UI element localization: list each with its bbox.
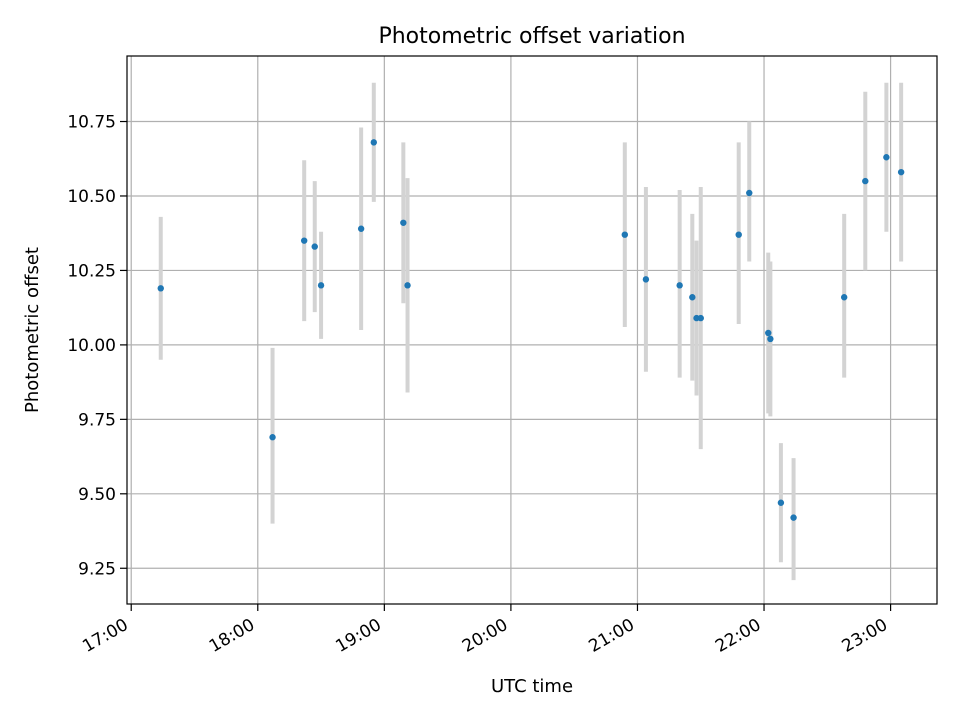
data-point	[862, 177, 869, 185]
data-point	[767, 335, 774, 343]
data-point	[777, 499, 785, 506]
data-point	[404, 282, 411, 289]
x-tick-label: 19:00	[332, 615, 384, 657]
x-tick-label: 21:00	[586, 615, 638, 657]
data-point	[697, 314, 704, 322]
y-tick-label: 9.25	[78, 559, 116, 579]
data-point	[157, 285, 164, 292]
data-point	[746, 189, 753, 197]
data-point	[840, 294, 848, 301]
data-points	[157, 139, 905, 521]
x-tick-label: 22:00	[712, 615, 764, 657]
data-point	[317, 282, 325, 289]
error-bars	[158, 82, 904, 581]
y-tick-label: 9.50	[78, 485, 116, 505]
y-tick-label: 10.25	[67, 261, 116, 281]
data-point	[735, 231, 742, 238]
data-point	[642, 276, 650, 283]
chart-title: Photometric offset variation	[378, 24, 685, 49]
y-axis-ticks: 9.25 9.50 9.75 10.00 10.25 10.50 10.75	[67, 113, 127, 579]
data-point	[765, 329, 772, 337]
plot-frame	[126, 55, 938, 605]
y-tick-label: 10.50	[67, 187, 116, 207]
x-tick-label: 23:00	[839, 615, 891, 657]
x-axis-label: UTC time	[491, 676, 573, 697]
data-point	[621, 231, 629, 238]
y-axis-label: Photometric offset	[22, 247, 43, 413]
data-point	[897, 168, 905, 176]
grid-lines	[127, 56, 937, 604]
x-axis-ticks: 17:00 18:00 19:00 20:00 21:00 22:00 23:00	[79, 604, 892, 657]
data-point	[269, 434, 276, 441]
data-point	[883, 154, 890, 161]
data-point	[790, 514, 797, 521]
x-tick-label: 18:00	[206, 615, 258, 657]
data-point	[676, 282, 683, 289]
data-point	[357, 225, 365, 232]
data-point	[311, 243, 318, 250]
data-point	[300, 237, 308, 244]
data-point	[689, 294, 696, 301]
y-tick-label: 9.75	[78, 410, 116, 430]
y-tick-label: 10.75	[67, 113, 116, 133]
data-point	[400, 219, 407, 226]
y-tick-label: 10.00	[67, 336, 116, 356]
data-point	[370, 139, 377, 146]
x-tick-label: 17:00	[79, 615, 131, 657]
x-tick-label: 20:00	[459, 615, 511, 657]
